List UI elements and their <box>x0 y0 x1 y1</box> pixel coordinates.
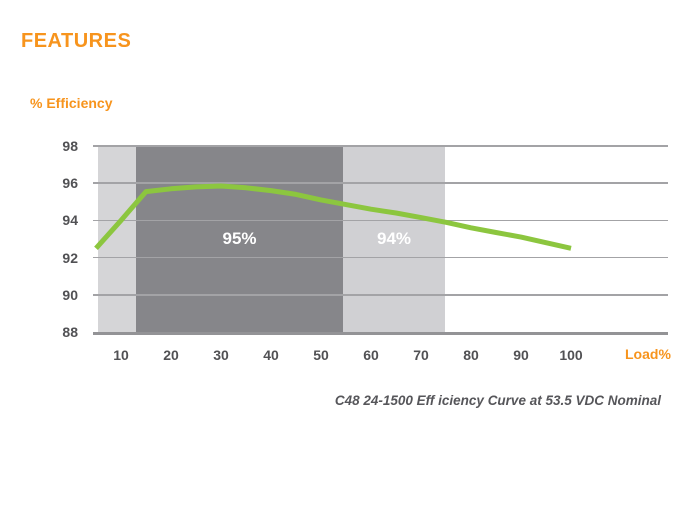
band-label: 95% <box>222 229 257 248</box>
chart-caption: C48 24-1500 Eff iciency Curve at 53.5 VD… <box>334 393 661 408</box>
page-title: FEATURES <box>21 30 132 52</box>
x-tick-label: 70 <box>413 347 429 363</box>
x-axis-title: Load% <box>625 346 671 362</box>
y-tick-label: 92 <box>62 249 78 266</box>
band-label: 94% <box>376 229 412 248</box>
efficiency-curve <box>94 183 572 251</box>
y-tick-label: 90 <box>62 286 78 303</box>
y-tick-label: 96 <box>62 175 78 192</box>
x-tick-label: 40 <box>263 347 279 363</box>
gridline-94 <box>93 219 668 222</box>
gridline-98 <box>93 145 668 147</box>
y-tick-label: 94 <box>62 212 78 229</box>
plot-band <box>136 146 343 332</box>
gridline-88 <box>93 332 668 335</box>
gridline-90 <box>93 294 668 296</box>
gridline-96 <box>93 182 668 184</box>
x-tick-label: 90 <box>513 347 529 363</box>
x-tick-label: 80 <box>463 347 479 363</box>
x-tick-label: 20 <box>163 347 179 363</box>
x-tick-label: 100 <box>559 347 583 363</box>
y-axis-title: % Efficiency <box>30 95 113 111</box>
x-tick-label: 60 <box>363 347 379 363</box>
x-tick-label: 10 <box>113 347 129 363</box>
gridline-92 <box>93 256 668 259</box>
x-tick-label: 50 <box>313 347 329 363</box>
plot-band <box>343 146 445 332</box>
y-tick-label: 98 <box>62 138 78 154</box>
x-tick-label: 30 <box>213 347 229 363</box>
y-tick-label: 88 <box>62 324 78 340</box>
